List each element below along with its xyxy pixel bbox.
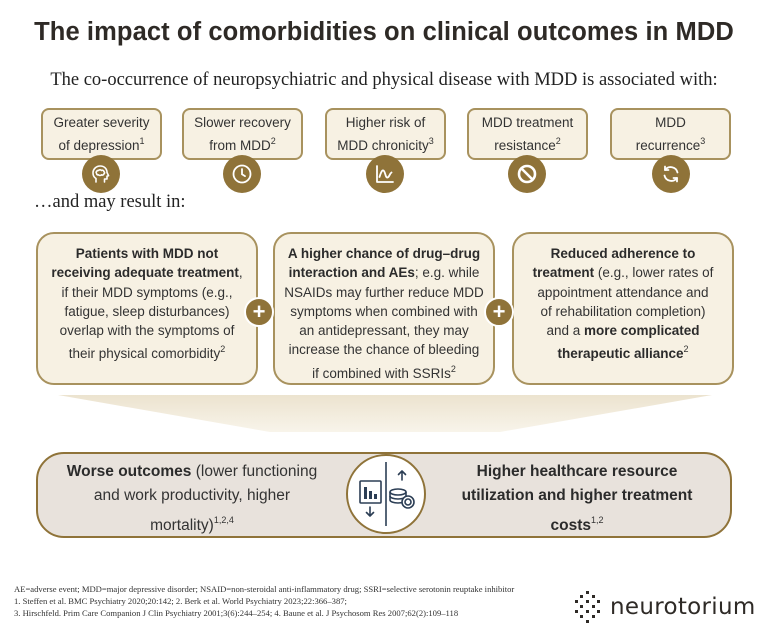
worse-outcomes-text: Worse outcomes (lower functioning and wo… xyxy=(52,460,332,538)
rising-costs-icon xyxy=(389,470,415,509)
association-text: resistance xyxy=(494,138,556,153)
result-bold-text: interaction and AEs xyxy=(288,265,415,281)
result-bold-text: treatment xyxy=(532,265,595,281)
result-bold-text: A higher chance of drug–drug xyxy=(287,246,481,261)
result-text: , xyxy=(238,265,243,281)
result-text: fatigue, sleep disturbances) xyxy=(64,303,230,319)
abbreviations-footnote: AE=adverse event; MDD=major depressive d… xyxy=(14,584,515,594)
reference-mark: 2 xyxy=(683,344,689,355)
healthcare-costs-text: Higher healthcare resource utilization a… xyxy=(432,460,722,538)
association-text: MDD chronicity xyxy=(337,138,429,153)
outcome-center-circle xyxy=(346,454,426,534)
logo-mark-icon xyxy=(575,591,600,623)
outcome-bold-text: Worse outcomes xyxy=(66,463,192,480)
association-text: MDD treatment xyxy=(481,115,574,130)
result-text: ; e.g. while xyxy=(414,265,480,281)
references-footnote: 3. Hirschfeld. Prim Care Companion J Cli… xyxy=(14,607,459,618)
result-text: of rehabilitation completion) xyxy=(540,303,706,319)
plus-connector-icon: + xyxy=(484,297,514,327)
result-label: …and may result in: xyxy=(34,192,186,212)
reference-mark: 2 xyxy=(450,363,456,374)
result-text: (e.g., lower rates of xyxy=(594,265,714,281)
chart-line-icon xyxy=(366,155,404,193)
result-text: an antidepressant, they may xyxy=(299,323,469,339)
footnotes: AE=adverse event; MDD=major depressive d… xyxy=(14,584,514,619)
association-box-resistance: MDD treatment resistance2 xyxy=(467,108,588,160)
head-brain-icon xyxy=(82,155,120,193)
reference-mark: 3 xyxy=(428,136,434,146)
result-text: and a xyxy=(546,323,584,339)
result-text: if combined with SSRIs xyxy=(312,365,451,381)
association-text: Greater severity xyxy=(53,115,150,130)
outcome-text: mortality) xyxy=(150,517,214,534)
result-bold-text: therapeutic alliance xyxy=(557,346,684,362)
clock-icon xyxy=(223,155,261,193)
outcome-text: (lower functioning xyxy=(191,463,318,480)
association-text: from MDD xyxy=(209,138,271,153)
productivity-decline-icon xyxy=(359,480,382,517)
association-text: Slower recovery xyxy=(194,115,291,130)
reference-mark: 1,2 xyxy=(590,515,604,525)
association-text: MDD xyxy=(655,115,686,130)
references-footnote: 1. Steffen et al. BMC Psychiatry 2020;20… xyxy=(14,595,347,606)
result-text: NSAIDs may further reduce MDD xyxy=(284,284,484,300)
page-subtitle: The co-occurrence of neuropsychiatric an… xyxy=(50,70,718,90)
reference-mark: 3 xyxy=(700,136,706,146)
association-text: Higher risk of xyxy=(345,115,426,130)
result-bold-text: Patients with MDD not xyxy=(75,246,219,261)
reference-mark: 1,2,4 xyxy=(213,515,234,525)
result-text: if their MDD symptoms (e.g., xyxy=(61,284,233,300)
result-bold-text: receiving adequate treatment xyxy=(51,265,239,281)
outcome-bold-text: utilization and higher treatment xyxy=(461,487,693,504)
outcome-bold-text: Higher healthcare resource xyxy=(476,463,678,480)
reference-mark: 2 xyxy=(270,136,276,146)
result-text: increase the chance of bleeding xyxy=(288,342,480,358)
reference-mark: 2 xyxy=(555,136,561,146)
reference-mark: 1 xyxy=(139,136,145,146)
result-box-drug-interaction: A higher chance of drug–drug interaction… xyxy=(273,232,495,385)
association-text: recurrence xyxy=(635,138,701,153)
result-box-inadequate-treatment: Patients with MDD not receiving adequate… xyxy=(36,232,258,385)
plus-connector-icon: + xyxy=(244,297,274,327)
reference-mark: 2 xyxy=(220,344,226,355)
association-box-severity: Greater severity of depression1 xyxy=(41,108,162,160)
result-bold-text: more complicated xyxy=(584,323,700,339)
result-text: symptoms when combined with xyxy=(290,303,478,319)
outcome-bold-text: costs xyxy=(550,517,591,534)
prohibited-icon xyxy=(508,155,546,193)
cycle-arrows-icon xyxy=(652,155,690,193)
result-text: their physical comorbidity xyxy=(68,346,221,362)
association-box-recovery: Slower recovery from MDD2 xyxy=(182,108,303,160)
neurotorium-logo: neurotorium xyxy=(572,590,756,624)
result-bold-text: Reduced adherence to xyxy=(550,246,696,261)
page-title: The impact of comorbidities on clinical … xyxy=(34,18,734,46)
association-box-chronicity: Higher risk of MDD chronicity3 xyxy=(325,108,446,160)
outcome-text: and work productivity, higher xyxy=(93,487,291,504)
logo-text: neurotorium xyxy=(610,594,756,620)
association-text: of depression xyxy=(58,138,140,153)
result-box-reduced-adherence: Reduced adherence to treatment (e.g., lo… xyxy=(512,232,734,385)
association-box-recurrence: MDD recurrence3 xyxy=(610,108,731,160)
result-text: appointment attendance and xyxy=(537,284,709,300)
result-text: overlap with the symptoms of xyxy=(59,323,235,339)
